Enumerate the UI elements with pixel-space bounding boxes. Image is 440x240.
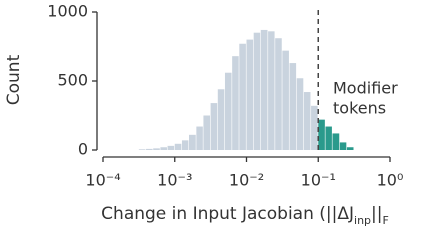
- bar: [146, 148, 153, 150]
- x-axis-label: Change in Input Jacobian (||ΔJinp||F: [101, 204, 389, 227]
- bar: [174, 143, 182, 150]
- y-tick-label: 500: [57, 71, 88, 90]
- bar: [181, 140, 189, 150]
- y-tick-label: 0: [78, 140, 88, 159]
- y-tick-label: 1000: [47, 2, 88, 21]
- bar: [196, 126, 203, 150]
- bar: [260, 29, 268, 150]
- bar: [160, 147, 167, 150]
- x-axis-label-part: F: [383, 214, 389, 227]
- x-axis-label-part: inp: [354, 214, 371, 227]
- bar: [268, 31, 275, 150]
- x-tick-label: 10⁻¹: [301, 171, 336, 190]
- bar: [332, 133, 340, 150]
- bar: [153, 148, 160, 150]
- bar: [189, 134, 196, 150]
- bar: [296, 78, 304, 150]
- bar: [224, 72, 232, 150]
- bar: [346, 147, 354, 150]
- bar: [232, 56, 239, 150]
- x-tick-label: 10⁻⁴: [85, 171, 120, 190]
- bar: [325, 126, 332, 150]
- x-axis-label-part: ||: [371, 204, 382, 224]
- bar: [239, 43, 246, 150]
- x-tick-label: 10⁻²: [229, 171, 264, 190]
- bar: [311, 105, 318, 150]
- bar: [303, 92, 311, 150]
- bar: [339, 142, 347, 150]
- bar: [275, 38, 282, 150]
- annotation: Modifier: [333, 79, 398, 98]
- bar: [210, 103, 218, 150]
- bar: [282, 50, 289, 150]
- bar: [253, 32, 261, 151]
- bar: [318, 119, 325, 150]
- chart: Count 0 500 1000 10⁻⁴ 10⁻³ 10⁻² 10⁻¹ 10⁰ Change …: [4, 2, 404, 227]
- y-axis-label: Count: [4, 54, 24, 105]
- bar: [289, 63, 297, 151]
- bar: [246, 39, 254, 150]
- bar: [217, 89, 225, 150]
- x-axis-label-part: Change in Input Jacobian (||ΔJ: [101, 204, 354, 224]
- bar: [138, 149, 146, 150]
- x-tick-label: 10⁻³: [157, 171, 192, 190]
- annotation: tokens: [333, 99, 386, 118]
- bar: [203, 115, 211, 150]
- x-tick-label: 10⁰: [377, 171, 404, 190]
- bar: [167, 145, 175, 150]
